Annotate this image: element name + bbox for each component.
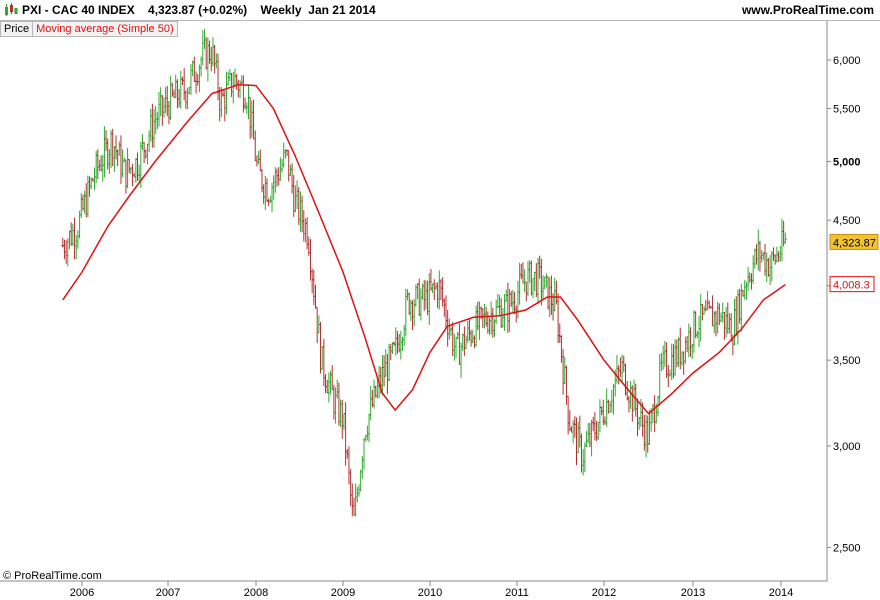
indicator-legend[interactable]: Price Moving average (Simple 50) xyxy=(0,21,178,37)
x-tick-label-2007: 2007 xyxy=(156,587,180,599)
x-tick-label-2010: 2010 xyxy=(418,587,442,599)
x-tick-label-2011: 2011 xyxy=(505,587,529,599)
last-price-tag xyxy=(829,233,879,250)
period: Weekly xyxy=(260,3,302,17)
candle-oc-430 xyxy=(783,238,787,243)
x-tick-label-2009: 2009 xyxy=(331,587,355,599)
legend-price[interactable]: Price xyxy=(1,22,34,36)
last-price-change: 4,323.87 (+0.02%) xyxy=(148,3,248,17)
copyright-notice: © ProRealTime.com xyxy=(3,570,102,582)
y-tick-label-5000: 5,000 xyxy=(833,157,861,169)
candlestick-series xyxy=(61,28,787,517)
x-tick-label-2014: 2014 xyxy=(769,587,793,599)
chart-date: Jan 21 2014 xyxy=(308,3,376,17)
legend-moving-average[interactable]: Moving average (Simple 50) xyxy=(36,23,174,35)
ma-value-tag-label: 4,008.3 xyxy=(833,280,870,292)
last-price-tag-label: 4,323.87 xyxy=(833,237,876,249)
x-tick-label-2012: 2012 xyxy=(592,587,616,599)
chart-header: PXI - CAC 40 INDEX 4,323.87 (+0.02%) Wee… xyxy=(0,0,880,21)
chart-title: PXI - CAC 40 INDEX 4,323.87 (+0.02%) Wee… xyxy=(22,3,376,17)
x-tick-label-2013: 2013 xyxy=(681,587,705,599)
symbol-name: PXI - CAC 40 INDEX xyxy=(22,3,135,17)
y-tick-label-5500: 5,500 xyxy=(833,103,861,115)
site-url: www.ProRealTime.com xyxy=(741,3,874,17)
x-tick-label-2006: 2006 xyxy=(70,587,94,599)
ma-value-tag xyxy=(829,276,875,293)
y-tick-label-2500: 2,500 xyxy=(833,543,861,555)
y-tick-label-3000: 3,000 xyxy=(833,441,861,453)
y-tick-label-6000: 6,000 xyxy=(833,55,861,67)
moving-average-line xyxy=(62,83,786,415)
x-tick-label-2008: 2008 xyxy=(244,587,268,599)
candlestick-logo-icon xyxy=(5,3,18,16)
y-tick-label-4500: 4,500 xyxy=(833,215,861,227)
y-tick-label-3500: 3,500 xyxy=(833,355,861,367)
